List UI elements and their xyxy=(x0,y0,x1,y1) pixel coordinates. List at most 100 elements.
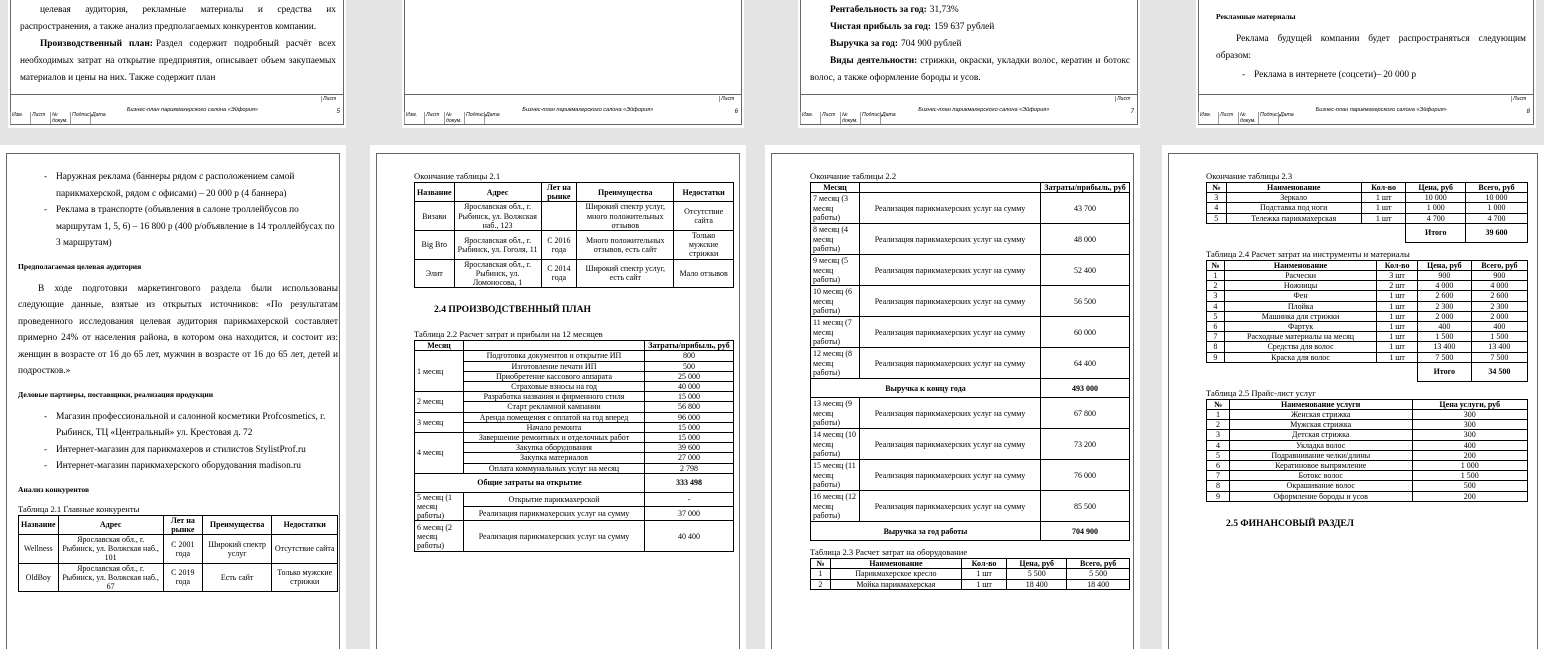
table-cell: 2 600 xyxy=(1416,290,1472,302)
table-cell: Реализация парикмахерских услуг на сумму xyxy=(463,506,645,522)
table-cell: Реализация парикмахерских услуг на сумму xyxy=(859,254,1041,287)
value-cell: 56 800 xyxy=(644,401,734,413)
table-cell: Аренда помещения с оплатой на год вперед xyxy=(463,411,645,423)
total-row: Итого 39 600 xyxy=(1207,222,1528,243)
table-header-cell: Всего, руб xyxy=(1465,181,1528,194)
title-block: Изм. Лист № докум. Подпись Дата Бизнес-план п… xyxy=(404,94,742,125)
fact-label: Выручка за год: xyxy=(830,39,899,49)
table-header-cell: Всего, руб xyxy=(1066,558,1130,570)
table-cell: 900 xyxy=(1470,270,1529,282)
table-cell: 2 300 xyxy=(1470,300,1529,312)
value-cell: 15 000 xyxy=(644,421,734,434)
table-cell: 5 xyxy=(1206,310,1225,323)
table-cell: Реализация парикмахерских услуг на сумму xyxy=(859,192,1041,225)
table-header-cell: Наименование xyxy=(829,558,962,570)
paragraph: Производственный план: Раздел содержит по… xyxy=(20,36,336,87)
table-cell: 300 xyxy=(1411,409,1529,421)
table-header-cell: Наименование услуги xyxy=(1228,398,1413,411)
table-cell: 1 шт xyxy=(1360,212,1407,224)
table-header-cell: Лет на рынке xyxy=(540,181,578,203)
table-cell: Мало отзывов xyxy=(673,258,734,289)
table-cell: 1 шт xyxy=(1376,351,1418,363)
fact-label: Рентабельность за год: xyxy=(830,5,927,15)
table-row: 16 месяц (12 месяц работы) Реализация пар… xyxy=(810,490,1130,523)
table-cell: Есть сайт xyxy=(201,562,273,593)
table-cell: Много положительных отзывов, есть сайт xyxy=(576,230,675,260)
table-header-cell: Преимущества xyxy=(576,181,675,203)
month-cell: 15 месяц (11 месяц работы) xyxy=(810,459,860,492)
table-cell: 1 шт xyxy=(1360,202,1407,214)
table-cell: 4 xyxy=(1206,202,1227,214)
table-row: 15 месяц (11 месяц работы) Реализация пар… xyxy=(810,459,1130,492)
table-row: 13 месяц (9 месяц работы) Реализация пари… xyxy=(810,397,1130,430)
table-header-cell: Цена услуги, руб xyxy=(1411,398,1529,411)
table-row: Элит Ярославская обл., г. Рыбинск, ул. Ло… xyxy=(414,258,734,289)
title-block-label: Дата xyxy=(880,112,900,124)
value-cell: 37 000 xyxy=(644,506,734,522)
table-cell: 2 300 xyxy=(1416,300,1472,312)
page: Изм. Лист № докум. Подпись Дата Бизнес-план п… xyxy=(402,0,744,128)
table-header-cell: Название xyxy=(18,514,59,535)
table-cell: Реализация парикмахерских услуг на сумму xyxy=(463,520,645,553)
paragraph: В ходе подготовки маркетингового раздела… xyxy=(18,283,338,377)
table-cell: Открытие парикмахерской xyxy=(463,491,645,508)
heading: 2.4 ПРОИЗВОДСТВЕННЫЙ ПЛАН xyxy=(434,304,591,316)
table-cell: 18 400 xyxy=(1066,578,1130,590)
table-cell: 6 xyxy=(1206,460,1230,472)
table-cell: 8 xyxy=(1206,341,1225,353)
table-caption: Окончание таблицы 2.2 xyxy=(810,171,897,181)
table-cell: Фартук xyxy=(1223,321,1378,333)
table-caption: Таблица 2.2 Расчет затрат и прибыли на 1… xyxy=(414,329,603,340)
title-block-label: Изм. xyxy=(10,112,30,124)
title-block-label: Дата xyxy=(484,112,504,124)
fact-label: Чистая прибыль за год: xyxy=(830,22,931,32)
table-row: 10 месяц (6 месяц работы) Реализация пари… xyxy=(810,285,1130,318)
title-block-columns: Изм. Лист № докум. Подпись Дата xyxy=(10,112,110,124)
table-row: 5 месяц (1 месяц работы) Открытие парикма… xyxy=(414,491,734,522)
table-cell: 2 000 xyxy=(1470,310,1529,323)
title-block-label: Изм. xyxy=(404,112,424,124)
title-block-label: № докум. xyxy=(1238,112,1258,124)
page: Окончание таблицы 2.3 № Наименование Кол-во… xyxy=(1162,145,1544,649)
month-cell: 4 месяц xyxy=(414,432,464,474)
table-cell: 1 шт xyxy=(1376,331,1418,343)
table-cell: Ярославская обл., г. Рыбинск, ул. Гоголя… xyxy=(453,230,542,260)
title-block-label: Лист xyxy=(1218,112,1238,124)
table-header-cell: Затраты/прибыль, руб xyxy=(644,340,734,352)
table-row: 14 месяц (10 месяц работы) Реализация пар… xyxy=(810,428,1130,461)
table-cell: Только мужские стрижки xyxy=(271,562,338,593)
table-cell: Ярославская обл., г. Рыбинск, ул. Волжск… xyxy=(57,562,164,593)
table-cell: 7 xyxy=(1206,331,1225,343)
table-cell: Ножницы xyxy=(1223,280,1378,292)
total-row: Итого 34 500 xyxy=(1207,361,1529,382)
table-row: 9 Краска для волос 1 шт 7 500 7 500 xyxy=(1206,351,1529,363)
table-row: 1 месяц Подготовка документов и открытие … xyxy=(414,350,734,393)
month-cell: 5 месяц (1 месяц работы) xyxy=(414,491,464,522)
table-header-row: № Наименование Кол-во Цена, руб Всего, руб xyxy=(810,558,1130,570)
month-cell: 2 месяц xyxy=(414,391,464,413)
page-number: 8 xyxy=(1526,109,1530,115)
table-cell: Широкий спектр услуг, есть сайт xyxy=(576,258,675,289)
table-cell: Тележка парикмахерская xyxy=(1225,212,1362,224)
title-block-label: № докум. xyxy=(444,112,464,124)
table-row: 7 Ботокс волос 1 500 xyxy=(1206,470,1529,482)
table-header-cell: № xyxy=(810,558,831,570)
table-cell: 5 xyxy=(1206,212,1227,224)
table: Месяц Затраты/прибыль, руб 1 месяц Подготов… xyxy=(414,340,734,553)
table-cell: 5 500 xyxy=(1006,568,1068,580)
table-cell: 1 xyxy=(810,568,831,580)
fact-label: Виды деятельности: xyxy=(830,56,918,66)
table-row: 9 Оформление бороды и усов 200 xyxy=(1206,490,1529,502)
title-block-title: Бизнес-план парикмахерского салона «Эйфо… xyxy=(1315,107,1447,113)
table: № Наименование услуги Цена услуги, руб 1 Жен… xyxy=(1206,398,1529,502)
table-cell: Ярославская обл., г. Рыбинск, ул. Волжск… xyxy=(453,201,542,232)
page: Наружная реклама (баннеры рядом с распол… xyxy=(0,145,346,649)
table-header-cell: Кол-во xyxy=(1360,181,1407,194)
sheet-label: Лист xyxy=(719,96,741,102)
table-row: 8 месяц (4 месяц работы) Реализация парик… xyxy=(810,223,1130,256)
value-cell: 64 400 xyxy=(1040,347,1130,380)
table-cell: Отсутствие сайта xyxy=(271,533,338,564)
table-cell: Расчески xyxy=(1223,270,1378,282)
total-row: Выручка к концу года 493 000 xyxy=(810,378,1130,399)
